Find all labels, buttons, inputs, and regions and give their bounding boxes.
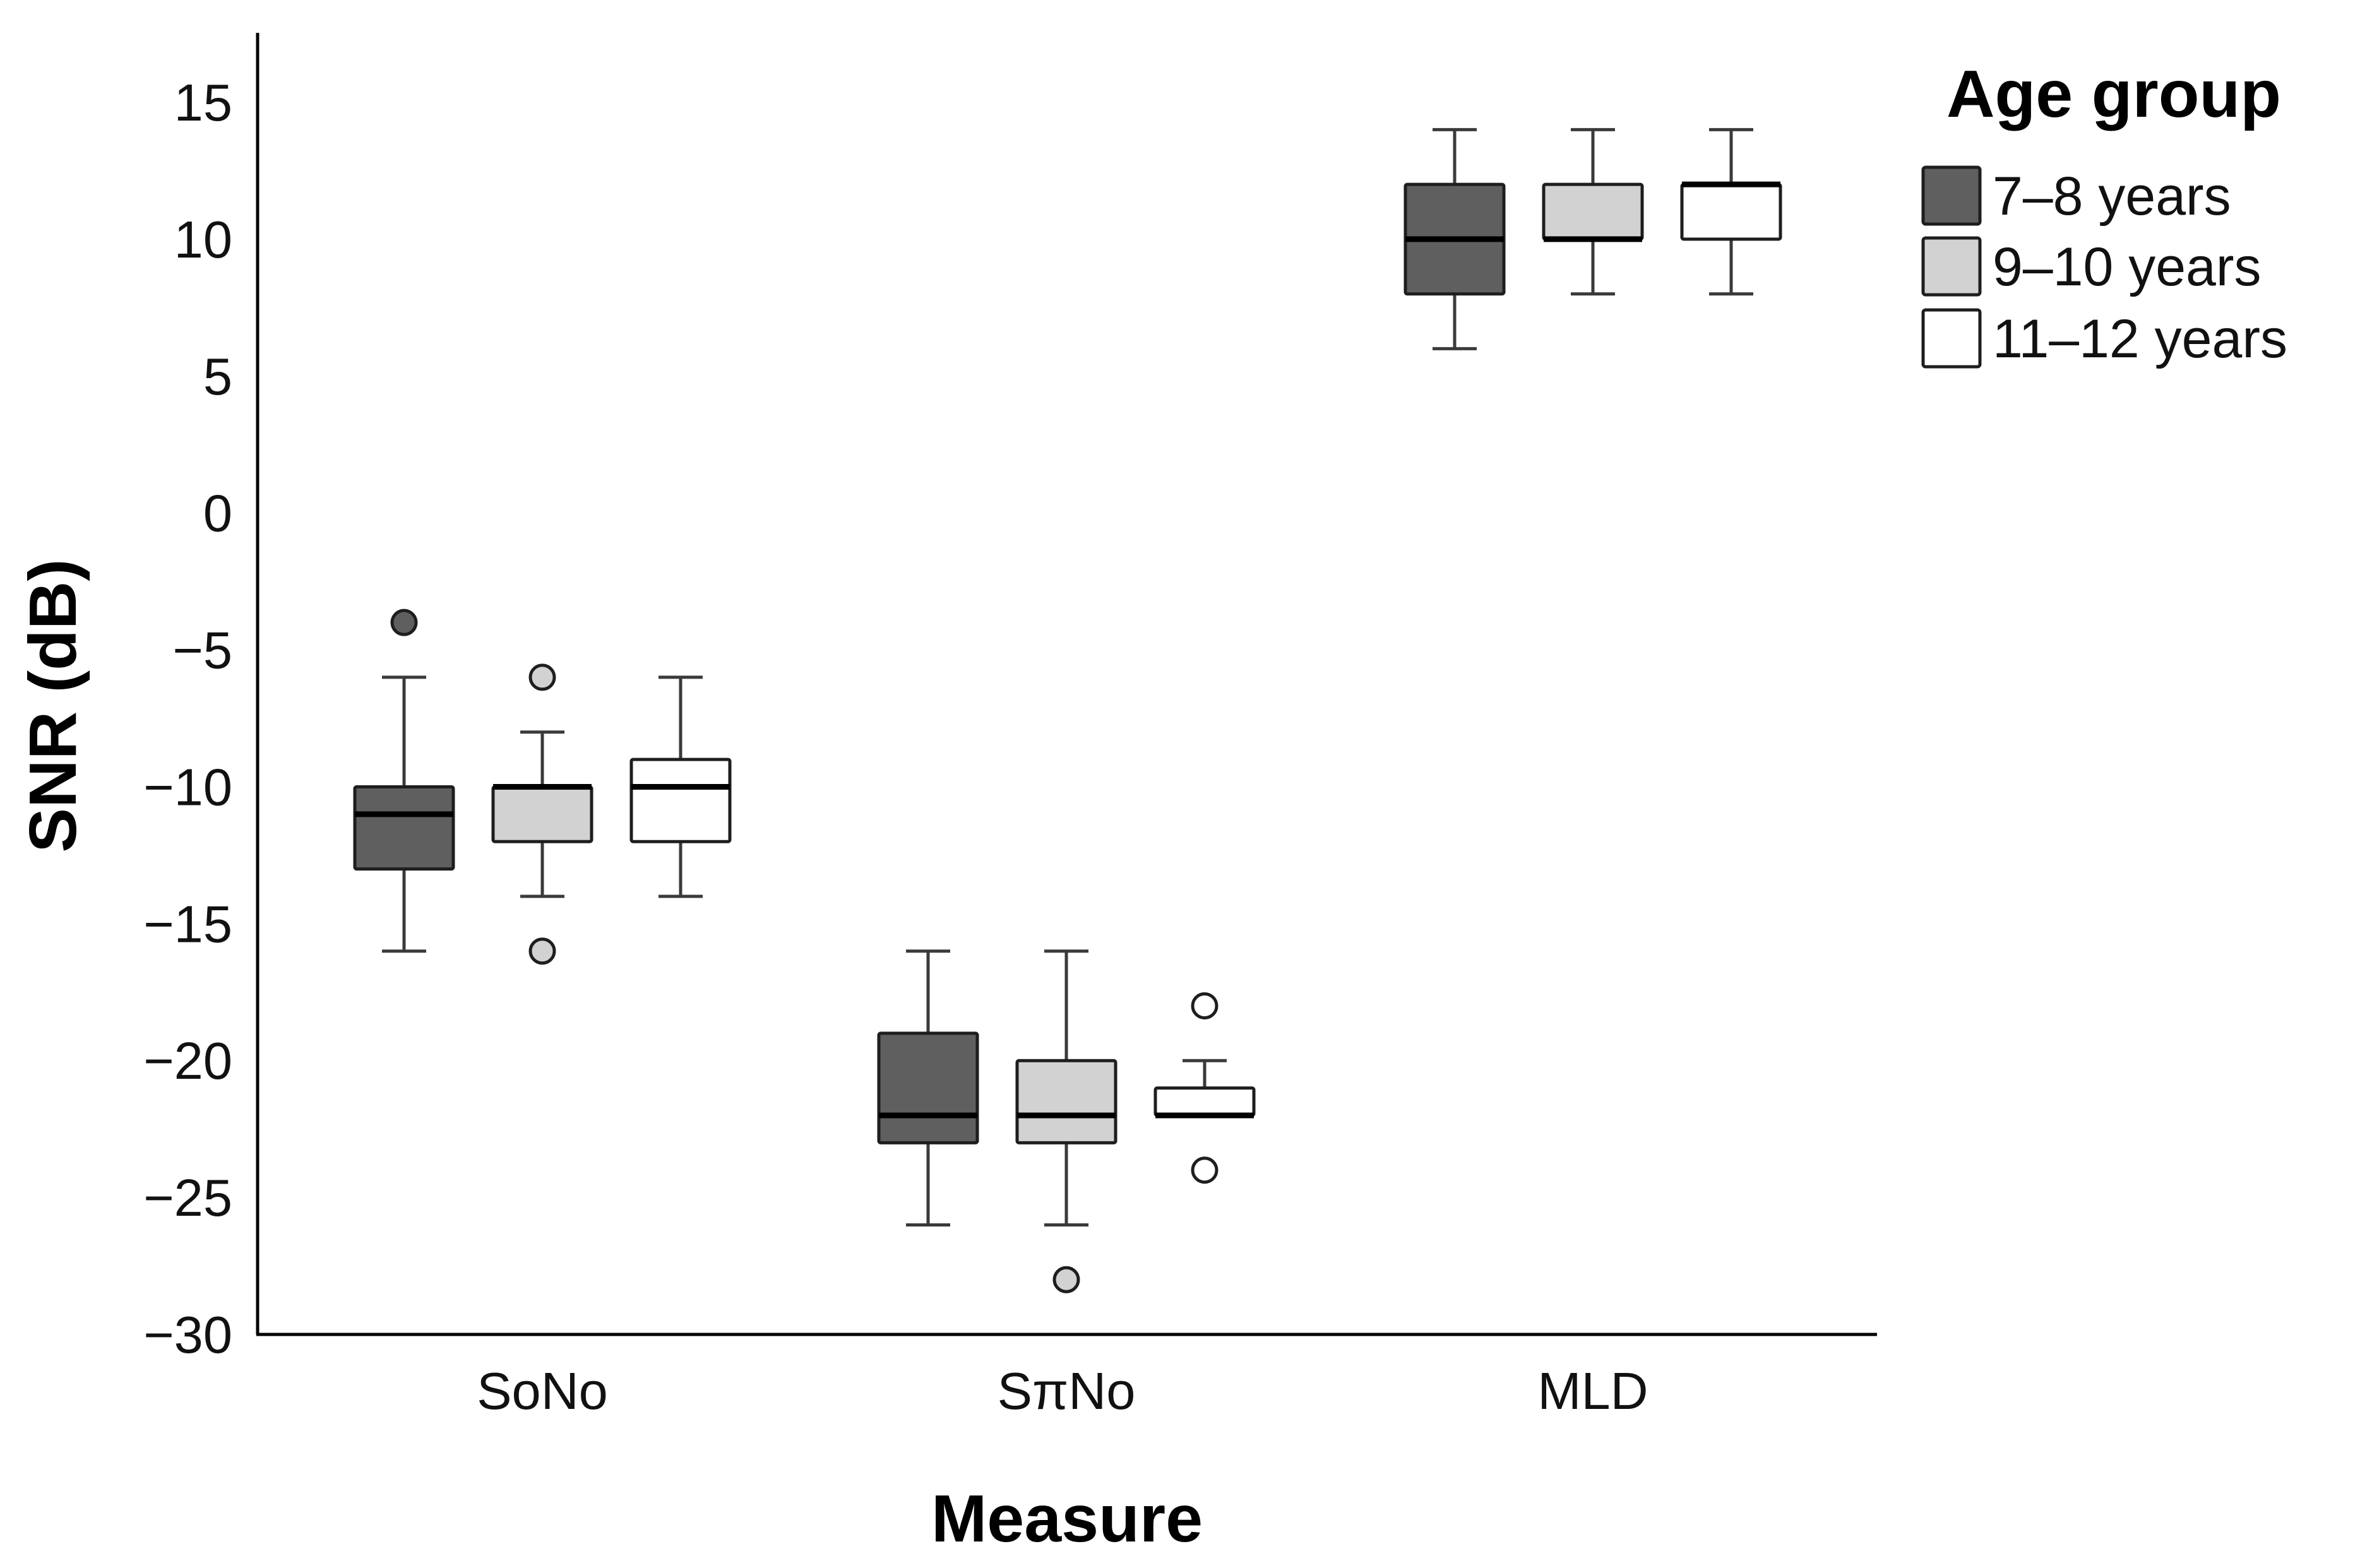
y-tick-label: −30 — [143, 1305, 232, 1364]
outlier-point — [528, 663, 556, 691]
box-group — [1542, 128, 1644, 296]
outlier-point — [528, 937, 556, 965]
y-axis-title: SNR (dB) — [16, 559, 90, 852]
box-group — [1403, 128, 1506, 350]
axes: 15 10 5 0 −5 −10 −15 −20 −25 −30 SoNo SπNo MLD Meas… — [16, 33, 1877, 1556]
legend: Age group 7–8 years 9–10 years 11–12 years — [1921, 57, 2287, 369]
legend-label: 7–8 years — [1993, 166, 2231, 227]
legend-item: 11–12 years — [1921, 308, 2287, 369]
y-tick-label: 5 — [203, 347, 232, 406]
box-group — [877, 949, 979, 1226]
y-tick-label: 0 — [203, 484, 232, 543]
y-tick-labels: 15 10 5 0 −5 −10 −15 −20 −25 −30 — [143, 73, 232, 1364]
x-tick-labels: SoNo SπNo MLD — [477, 1362, 1648, 1420]
box-group — [1153, 992, 1256, 1184]
legend-item: 7–8 years — [1921, 165, 2231, 227]
box-group — [1680, 128, 1782, 296]
y-tick-label: 10 — [174, 210, 232, 269]
y-tick-label: −15 — [143, 894, 232, 953]
outlier-point — [1191, 992, 1219, 1019]
legend-swatch — [1921, 236, 1982, 297]
box — [629, 757, 732, 843]
box — [353, 785, 455, 871]
x-tick-label: SoNo — [477, 1362, 608, 1420]
y-tick-label: 15 — [174, 73, 232, 132]
x-tick-label: SπNo — [998, 1362, 1136, 1420]
y-tick-label: −20 — [143, 1031, 232, 1090]
y-tick-label: −10 — [143, 757, 232, 816]
legend-item: 9–10 years — [1921, 236, 2262, 297]
box-group — [1015, 949, 1117, 1293]
y-tick-label: −5 — [172, 621, 232, 680]
plot-area — [353, 128, 1782, 1293]
box — [1542, 182, 1644, 241]
box-group — [491, 663, 593, 965]
box-group — [353, 609, 455, 953]
x-tick-label: MLD — [1537, 1362, 1648, 1420]
legend-title: Age group — [1946, 57, 2281, 131]
outlier-point — [1052, 1266, 1080, 1293]
outlier-point — [390, 609, 418, 636]
y-tick-label: −25 — [143, 1168, 232, 1227]
box — [491, 785, 593, 843]
box — [1153, 1086, 1256, 1117]
legend-label: 9–10 years — [1993, 237, 2262, 297]
legend-swatch — [1921, 165, 1982, 226]
outlier-point — [1191, 1156, 1219, 1184]
x-axis-title: Measure — [931, 1482, 1203, 1556]
legend-label: 11–12 years — [1993, 309, 2287, 369]
box — [1680, 182, 1782, 241]
box-group — [629, 675, 732, 898]
box — [877, 1031, 979, 1144]
legend-items: 7–8 years 9–10 years 11–12 years — [1921, 165, 2287, 369]
box — [1015, 1059, 1117, 1144]
legend-swatch — [1921, 308, 1982, 369]
